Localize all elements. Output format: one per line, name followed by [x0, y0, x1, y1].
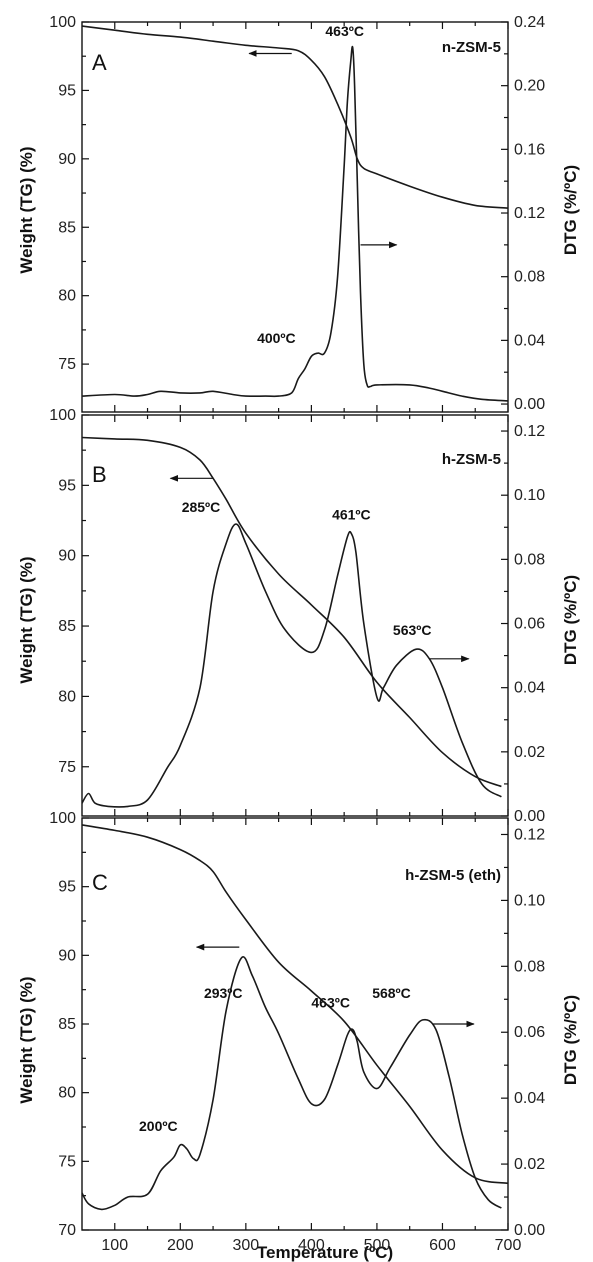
- left-tick-label: 100: [49, 14, 76, 31]
- panel-c: 70 75 80 85 90 95 100 0.00 0.02 0.04 0.06 0.08 0.10 0…: [49, 810, 545, 1254]
- right-tick-label: 0.08: [514, 269, 545, 286]
- right-tick-label: 0.00: [514, 808, 545, 825]
- left-tick-label: 85: [58, 219, 76, 236]
- right-tick-label: 0.10: [514, 487, 545, 504]
- right-tick-label: 0.04: [514, 680, 545, 697]
- right-tick-label: 0.24: [514, 14, 545, 31]
- left-tick-label: 100: [49, 810, 76, 827]
- left-tick-label: 70: [58, 1222, 76, 1239]
- dtg-curve: [81, 956, 502, 1211]
- right-tick-label: 0.10: [514, 892, 545, 909]
- panel-title-b: h-ZSM-5: [442, 451, 501, 468]
- left-tick-label: 90: [58, 947, 76, 964]
- right-axis-title-b: DTG (%/ºC): [561, 575, 580, 665]
- panel-letter-b: B: [92, 462, 107, 487]
- x-tick-label: 600: [429, 1237, 456, 1254]
- left-tick-label: 85: [58, 618, 76, 635]
- plot-frame: [81, 414, 509, 817]
- plot-frame: [81, 21, 509, 413]
- peak-label: 285ºC: [182, 499, 221, 515]
- left-tick-label: 75: [58, 356, 76, 373]
- peak-label: 463ºC: [311, 994, 350, 1010]
- peak-label: 293ºC: [204, 985, 243, 1001]
- right-tick-label: 0.20: [514, 78, 545, 95]
- x-tick-label: 400: [298, 1237, 325, 1254]
- right-tick-label: 0.02: [514, 1156, 545, 1173]
- tg-curve: [81, 436, 502, 788]
- right-axis-title-a: DTG (%/ºC): [561, 165, 580, 255]
- left-axis-title-b: Weight (TG) (%): [17, 556, 36, 683]
- peak-label: 400ºC: [257, 330, 296, 346]
- left-axis-title-c: Weight (TG) (%): [17, 976, 36, 1103]
- left-tick-label: 80: [58, 288, 76, 305]
- x-axis-title: Temperature (ºC): [257, 1243, 393, 1262]
- left-tick-label: 75: [58, 1153, 76, 1170]
- left-tick-label: 80: [58, 1085, 76, 1102]
- panel-title-c: h-ZSM-5 (eth): [405, 867, 501, 884]
- left-tick-label: 95: [58, 879, 76, 896]
- panel-b: 75 80 85 90 95 100 0.00 0.02 0.04 0.06 0.08 0.10 0.1…: [49, 407, 545, 825]
- left-tick-label: 90: [58, 548, 76, 565]
- left-tick-label: 85: [58, 1016, 76, 1033]
- right-tick-label: 0.00: [514, 396, 545, 413]
- x-tick-label: 500: [364, 1237, 391, 1254]
- peak-label: 461ºC: [332, 507, 371, 523]
- left-tick-label: 100: [49, 407, 76, 424]
- tg-curve: [81, 824, 509, 1185]
- peak-label: 200ºC: [139, 1118, 178, 1134]
- right-axis-title-c: DTG (%/ºC): [561, 995, 580, 1085]
- right-tick-label: 0.08: [514, 551, 545, 568]
- dtg-curve: [81, 45, 509, 402]
- x-tick-label: 200: [167, 1237, 194, 1254]
- right-tick-label: 0.06: [514, 1024, 545, 1041]
- right-tick-label: 0.12: [514, 205, 545, 222]
- panel-letter-a: A: [92, 50, 107, 75]
- right-tick-label: 0.08: [514, 958, 545, 975]
- peak-label: 563ºC: [393, 622, 432, 638]
- right-tick-label: 0.02: [514, 744, 545, 761]
- dtg-curve: [81, 523, 502, 808]
- left-tick-label: 90: [58, 151, 76, 168]
- right-tick-label: 0.06: [514, 616, 545, 633]
- right-tick-label: 0.12: [514, 826, 545, 843]
- x-tick-label: 100: [101, 1237, 128, 1254]
- right-tick-label: 0.04: [514, 1090, 545, 1107]
- left-tick-label: 75: [58, 759, 76, 776]
- right-tick-label: 0.04: [514, 332, 545, 349]
- peak-label: 568ºC: [372, 985, 411, 1001]
- left-tick-label: 80: [58, 688, 76, 705]
- panel-title-a: n-ZSM-5: [442, 39, 501, 56]
- x-tick-label: 700: [495, 1237, 522, 1254]
- tg-curve: [81, 25, 509, 209]
- peak-label: 463ºC: [325, 23, 364, 39]
- right-tick-label: 0.16: [514, 141, 545, 158]
- left-axis-title-a: Weight (TG) (%): [17, 146, 36, 273]
- right-tick-label: 0.00: [514, 1222, 545, 1239]
- panel-a: 75 80 85 90 95 100 0.00 0.04 0.08 0.12 0.16 0.20 0.2…: [49, 14, 545, 413]
- panel-letter-c: C: [92, 870, 108, 895]
- left-tick-label: 95: [58, 477, 76, 494]
- right-tick-label: 0.12: [514, 423, 545, 440]
- x-tick-label: 300: [232, 1237, 259, 1254]
- left-tick-label: 95: [58, 82, 76, 99]
